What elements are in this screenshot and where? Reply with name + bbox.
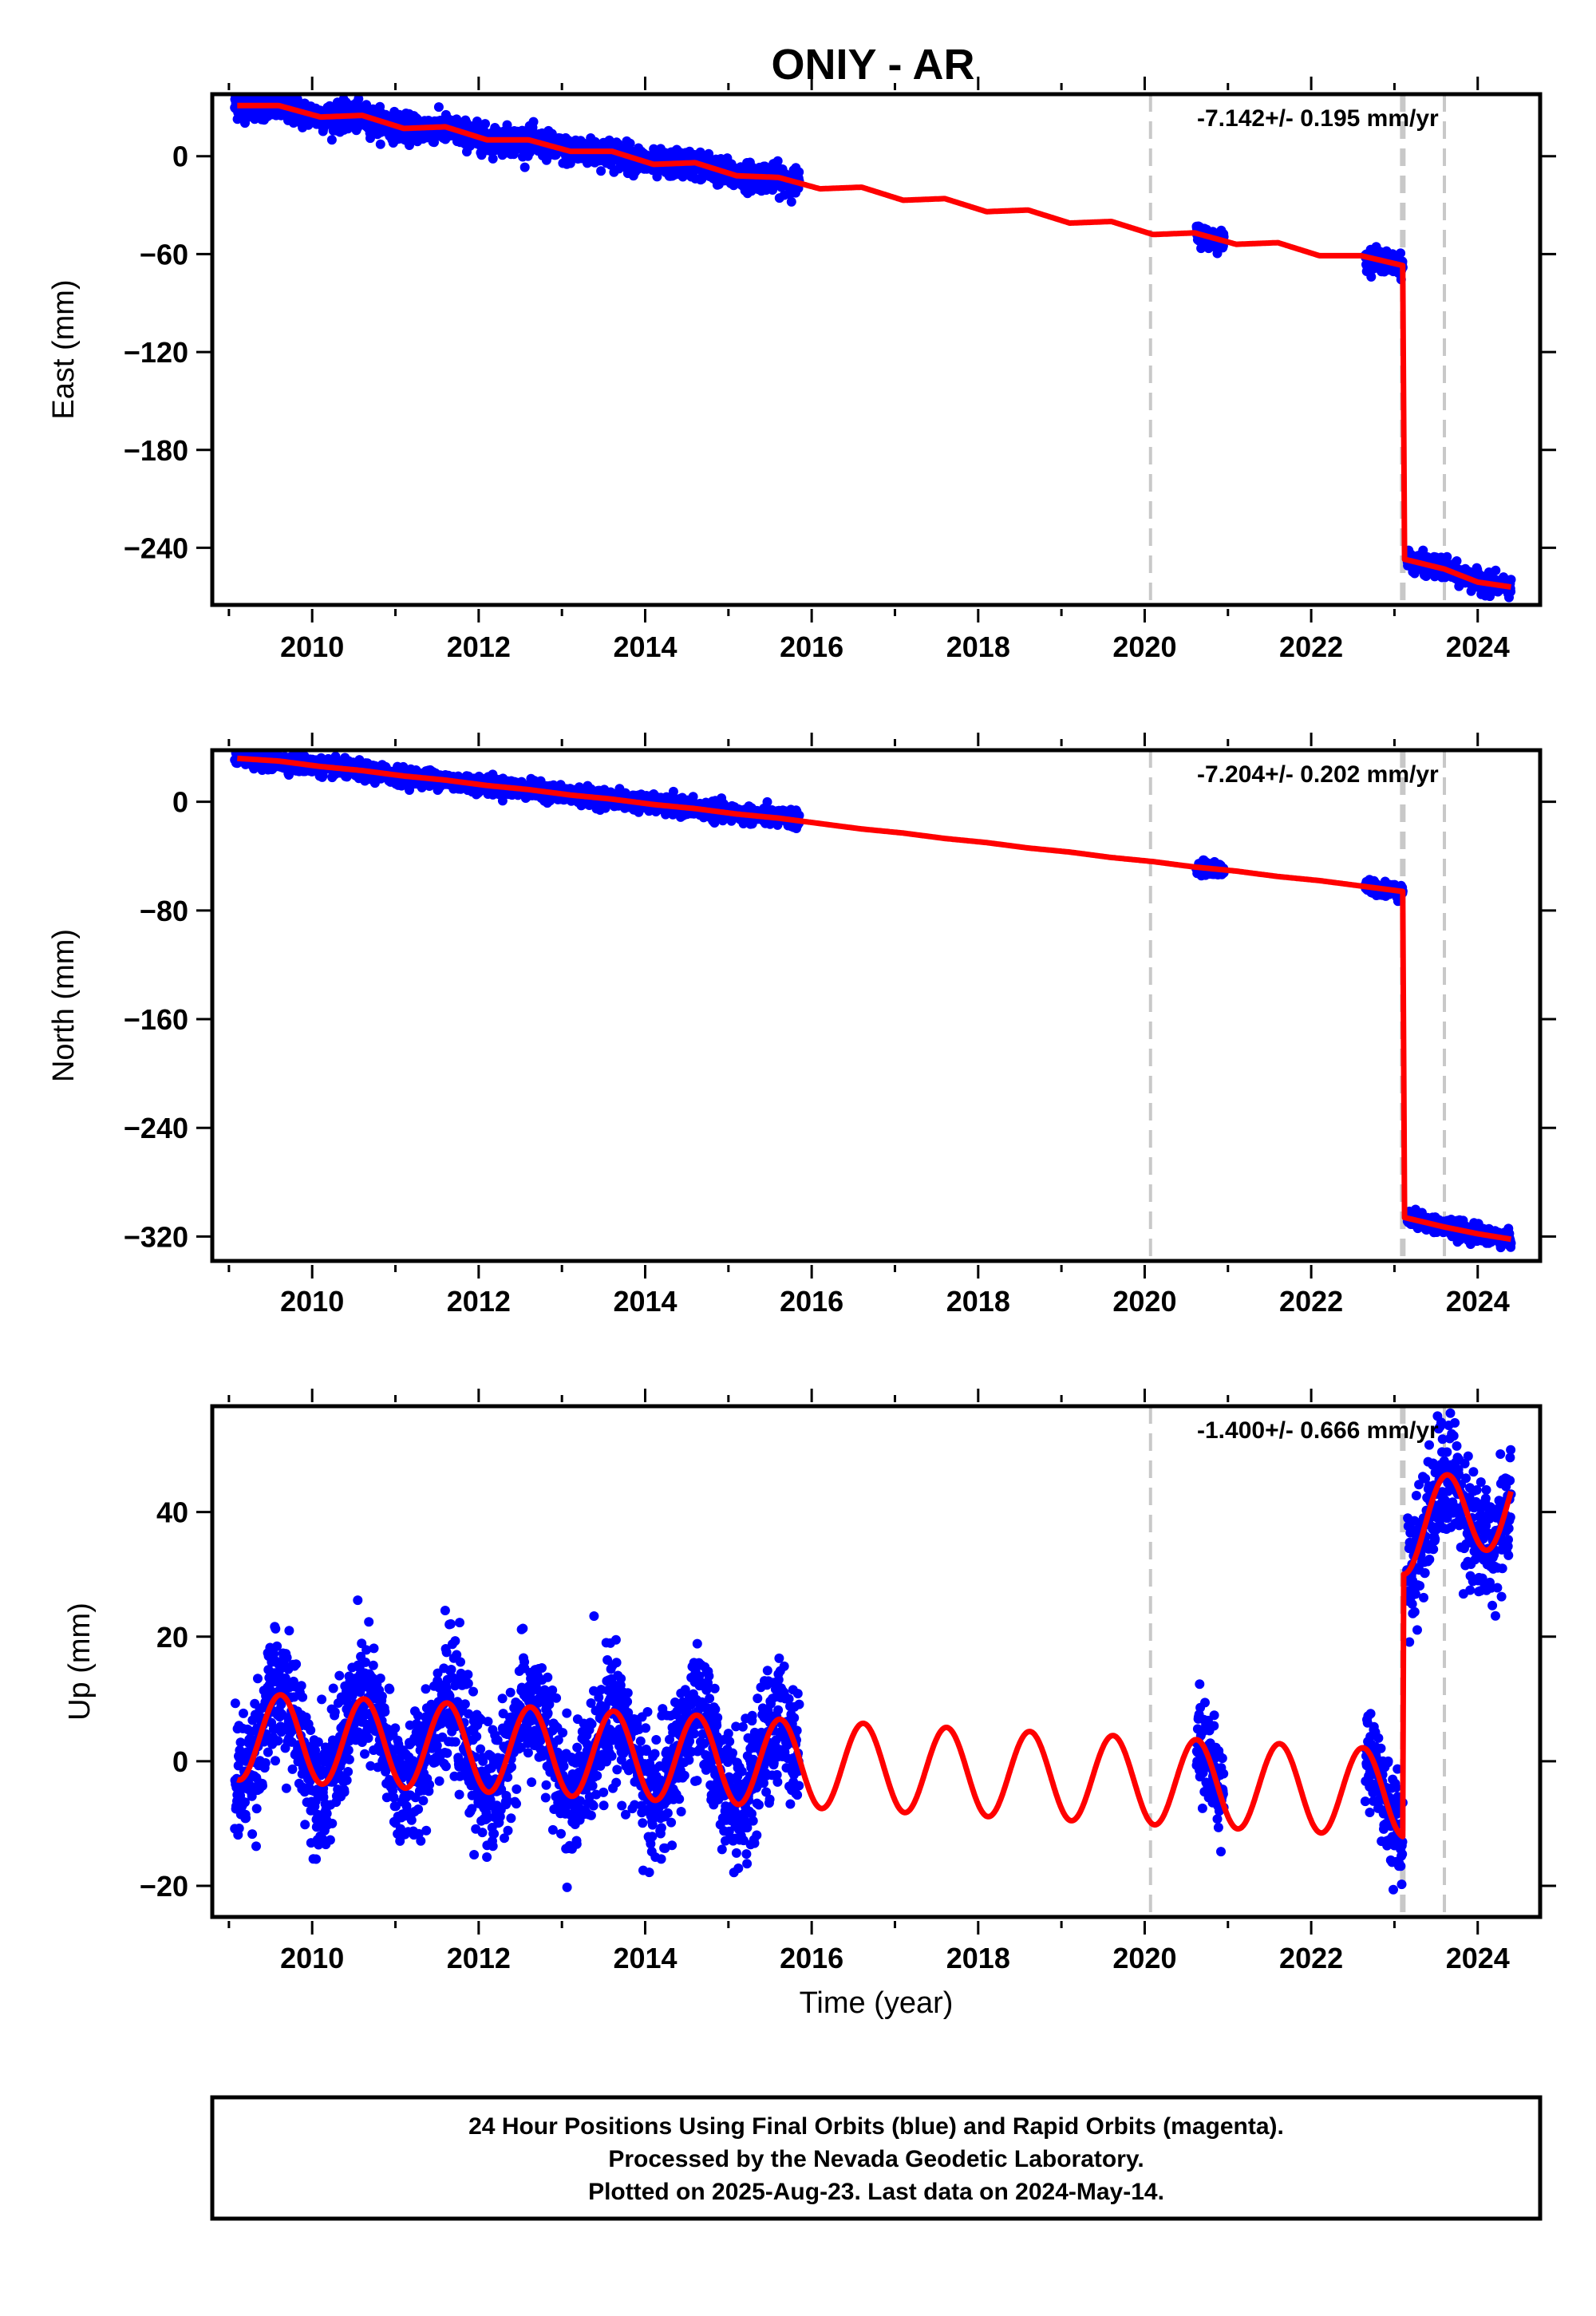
data-point	[1366, 271, 1377, 282]
data-point	[1452, 556, 1462, 566]
data-point	[519, 162, 530, 172]
x-tick-label: 2020	[1112, 630, 1176, 663]
model-line	[235, 102, 1513, 590]
plot-frame	[210, 92, 1543, 607]
x-tick-label: 2018	[946, 630, 1010, 663]
data-point	[326, 135, 337, 145]
data-point	[365, 133, 375, 144]
data-points	[230, 750, 1516, 1253]
data-point	[429, 137, 439, 148]
data-point	[480, 119, 490, 129]
x-tick-label: 2024	[1446, 630, 1510, 663]
x-tick-label: 2014	[613, 630, 677, 663]
data-point	[488, 153, 498, 164]
x-tick-label: 2010	[280, 630, 344, 663]
x-tick-label: 2012	[447, 630, 511, 663]
data-point	[1506, 575, 1516, 585]
y-tick-label: −180	[124, 434, 188, 467]
x-tick-label: 2022	[1279, 630, 1343, 663]
y-tick-label: −240	[124, 532, 188, 564]
data-point	[762, 796, 772, 807]
data-point	[794, 167, 804, 177]
y-axis-label: East (mm)	[47, 279, 81, 419]
rate-annotation: -7.142+/- 0.195 mm/yr	[1197, 105, 1439, 132]
data-point	[354, 94, 364, 104]
data-point	[502, 120, 512, 130]
data-point	[1491, 565, 1501, 575]
y-tick-label: −120	[124, 336, 188, 369]
y-tick-label: −60	[140, 238, 188, 271]
data-point	[528, 117, 539, 127]
y-tick-label: 0	[172, 140, 188, 173]
x-tick-label: 2016	[780, 630, 843, 663]
data-point	[472, 117, 482, 126]
east-panel: 0 −60 −120 −180 −240 2010 2012 2014 2016 2018 2020…	[47, 77, 1556, 663]
data-point	[625, 138, 635, 148]
data-point	[433, 102, 444, 113]
data-point	[375, 139, 385, 149]
data-points	[230, 94, 1516, 603]
figure-title: ONIY - AR	[771, 41, 974, 89]
data-point	[786, 196, 796, 207]
data-point	[596, 166, 606, 176]
